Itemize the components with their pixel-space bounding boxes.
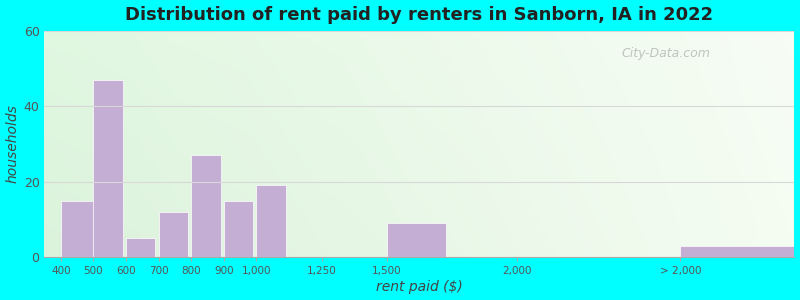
Bar <box>158 212 188 257</box>
Bar <box>680 246 794 257</box>
Text: City-Data.com: City-Data.com <box>622 46 711 59</box>
Bar <box>387 223 446 257</box>
Bar <box>126 238 155 257</box>
X-axis label: rent paid ($): rent paid ($) <box>376 280 463 294</box>
Bar <box>94 80 122 257</box>
Bar <box>191 155 221 257</box>
Bar <box>61 201 119 257</box>
Y-axis label: households: households <box>6 104 19 183</box>
Title: Distribution of rent paid by renters in Sanborn, IA in 2022: Distribution of rent paid by renters in … <box>126 6 714 24</box>
Bar <box>257 185 286 257</box>
Bar <box>224 201 253 257</box>
